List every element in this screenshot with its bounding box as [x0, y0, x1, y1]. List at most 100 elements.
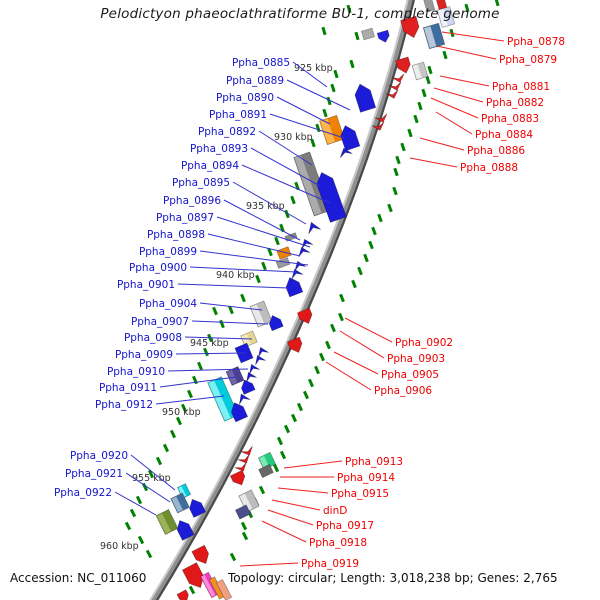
gene-glyph[interactable]: [352, 82, 377, 113]
gene-label-Ppha_0922[interactable]: Ppha_0922: [54, 487, 112, 499]
gene-glyph[interactable]: [374, 113, 390, 125]
gene-glyph[interactable]: [267, 313, 284, 332]
gene-glyph[interactable]: [258, 463, 274, 479]
gene-glyph[interactable]: [229, 469, 247, 487]
gene-label-Ppha_0893[interactable]: Ppha_0893: [190, 143, 248, 155]
minor-gene-tick: [203, 347, 209, 357]
gene-glyph[interactable]: [388, 81, 403, 93]
gene-glyph[interactable]: [176, 483, 192, 499]
gene-glyph[interactable]: [338, 146, 353, 159]
gene-label-Ppha_0888[interactable]: Ppha_0888: [460, 162, 518, 174]
gene-glyph[interactable]: [170, 492, 190, 514]
gene-label-Ppha_0879[interactable]: Ppha_0879: [499, 54, 557, 66]
gene-glyph[interactable]: [255, 345, 269, 358]
gene-glyph[interactable]: [181, 562, 207, 592]
gene-label-Ppha_0904[interactable]: Ppha_0904: [139, 298, 197, 310]
gene-glyph[interactable]: [292, 259, 307, 272]
gene-label-dinD[interactable]: dinD: [323, 505, 347, 517]
gene-glyph[interactable]: [319, 114, 345, 146]
gene-glyph[interactable]: [243, 370, 257, 383]
gene-label-Ppha_0883[interactable]: Ppha_0883: [481, 113, 539, 125]
gene-glyph[interactable]: [252, 353, 266, 366]
gene-label-Ppha_0902[interactable]: Ppha_0902: [395, 337, 453, 349]
gene-glyph[interactable]: [176, 589, 191, 600]
gene-glyph[interactable]: [299, 237, 314, 250]
gene-label-Ppha_0895[interactable]: Ppha_0895: [172, 177, 230, 189]
gene-glyph[interactable]: [338, 123, 361, 152]
gene-label-Ppha_0906[interactable]: Ppha_0906: [374, 385, 432, 397]
gene-glyph[interactable]: [186, 497, 207, 518]
gene-glyph[interactable]: [240, 445, 256, 458]
gene-label-Ppha_0899[interactable]: Ppha_0899: [139, 246, 197, 258]
gene-label-Ppha_0882[interactable]: Ppha_0882: [486, 97, 544, 109]
gene-glyph[interactable]: [191, 544, 212, 567]
gene-glyph[interactable]: [246, 362, 260, 375]
gene-label-Ppha_0898[interactable]: Ppha_0898: [147, 229, 205, 241]
gene-label-Ppha_0912[interactable]: Ppha_0912: [95, 399, 153, 411]
gene-glyph[interactable]: [422, 22, 446, 50]
gene-glyph[interactable]: [395, 56, 413, 75]
gene-label-Ppha_0881[interactable]: Ppha_0881: [492, 81, 550, 93]
gene-glyph[interactable]: [234, 504, 252, 520]
gene-glyph[interactable]: [237, 453, 253, 466]
gene-glyph[interactable]: [155, 509, 179, 535]
gene-label-Ppha_0913[interactable]: Ppha_0913: [345, 456, 403, 468]
minor-gene-tick: [442, 50, 448, 60]
gene-label-Ppha_0910[interactable]: Ppha_0910: [107, 366, 165, 378]
gene-label-Ppha_0914[interactable]: Ppha_0914: [337, 472, 395, 484]
gene-glyph[interactable]: [296, 245, 311, 258]
gene-glyph[interactable]: [283, 275, 304, 298]
gene-label-Ppha_0909[interactable]: Ppha_0909: [115, 349, 173, 361]
gene-label-Ppha_0921[interactable]: Ppha_0921: [65, 468, 123, 480]
gene-label-Ppha_0919[interactable]: Ppha_0919: [301, 558, 359, 570]
gene-glyph[interactable]: [286, 336, 304, 355]
gene-glyph[interactable]: [276, 246, 292, 260]
gene-glyph[interactable]: [228, 400, 249, 423]
gene-glyph[interactable]: [236, 391, 251, 405]
gene-label-Ppha_0884[interactable]: Ppha_0884: [475, 129, 533, 141]
gene-label-Ppha_0920[interactable]: Ppha_0920: [70, 450, 128, 462]
gene-label-Ppha_0889[interactable]: Ppha_0889: [226, 75, 284, 87]
gene-label-Ppha_0907[interactable]: Ppha_0907: [131, 316, 189, 328]
gene-label-Ppha_0891[interactable]: Ppha_0891: [209, 109, 267, 121]
gene-glyph[interactable]: [296, 307, 314, 326]
leader-line: [207, 233, 301, 257]
gene-label-Ppha_0890[interactable]: Ppha_0890: [216, 92, 274, 104]
gene-label-Ppha_0886[interactable]: Ppha_0886: [467, 145, 525, 157]
gene-label-Ppha_0896[interactable]: Ppha_0896: [163, 195, 221, 207]
gene-glyph[interactable]: [422, 0, 436, 13]
gene-label-Ppha_0911[interactable]: Ppha_0911: [99, 382, 157, 394]
leader-line: [199, 302, 263, 311]
gene-glyph[interactable]: [371, 121, 387, 133]
gene-label-Ppha_0905[interactable]: Ppha_0905: [381, 369, 439, 381]
gene-label-Ppha_0918[interactable]: Ppha_0918: [309, 537, 367, 549]
gene-label-Ppha_0894[interactable]: Ppha_0894: [181, 160, 239, 172]
gene-glyph[interactable]: [436, 6, 456, 28]
gene-glyph[interactable]: [234, 461, 250, 474]
gene-glyph[interactable]: [391, 73, 406, 85]
gene-glyph[interactable]: [174, 518, 195, 541]
gene-glyph[interactable]: [361, 27, 375, 41]
gene-glyph[interactable]: [411, 61, 429, 81]
gene-label-Ppha_0878[interactable]: Ppha_0878: [507, 36, 565, 48]
gene-label-Ppha_0892[interactable]: Ppha_0892: [198, 126, 256, 138]
gene-label-Ppha_0903[interactable]: Ppha_0903: [387, 353, 445, 365]
gene-glyph[interactable]: [293, 151, 331, 217]
gene-label-Ppha_0917[interactable]: Ppha_0917: [316, 520, 374, 532]
gene-glyph[interactable]: [275, 257, 291, 269]
gene-label-Ppha_0900[interactable]: Ppha_0900: [129, 262, 187, 274]
gene-label-Ppha_0915[interactable]: Ppha_0915: [331, 488, 389, 500]
gene-glyph[interactable]: [400, 15, 422, 40]
gene-label-Ppha_0897[interactable]: Ppha_0897: [156, 212, 214, 224]
gene-glyph[interactable]: [239, 378, 256, 395]
gene-glyph[interactable]: [238, 489, 260, 513]
gene-glyph[interactable]: [314, 170, 347, 223]
gene-glyph[interactable]: [305, 220, 322, 235]
gene-glyph[interactable]: [376, 29, 391, 44]
gene-label-Ppha_0908[interactable]: Ppha_0908: [124, 332, 182, 344]
gene-glyph[interactable]: [215, 579, 233, 600]
gene-label-Ppha_0901[interactable]: Ppha_0901: [117, 279, 175, 291]
minor-gene-tick: [349, 59, 355, 69]
gene-glyph[interactable]: [385, 89, 401, 101]
gene-label-Ppha_0885[interactable]: Ppha_0885: [232, 57, 290, 69]
